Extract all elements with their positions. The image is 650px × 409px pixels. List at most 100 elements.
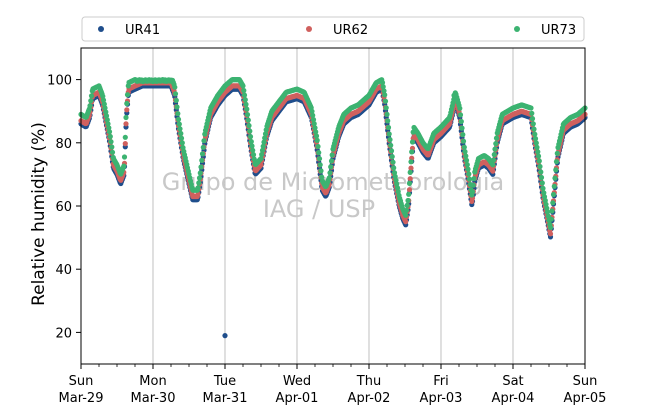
- x-tick-label-day: Tue: [213, 374, 236, 389]
- data-point: [314, 137, 320, 143]
- data-point: [466, 176, 473, 182]
- data-point: [459, 125, 465, 131]
- data-point: [493, 135, 500, 141]
- data-point: [310, 117, 317, 123]
- data-point: [460, 132, 466, 138]
- data-point: [490, 162, 496, 168]
- x-tick-label-date: Apr-03: [420, 391, 463, 406]
- data-point: [197, 170, 203, 176]
- outlier-point: [451, 92, 457, 98]
- data-point: [403, 212, 409, 218]
- data-point: [540, 185, 546, 191]
- data-point: [406, 180, 413, 186]
- data-point: [462, 149, 468, 155]
- legend-label-UR62: UR62: [333, 23, 368, 38]
- data-point: [124, 92, 131, 98]
- data-point: [550, 191, 557, 198]
- data-point: [315, 143, 321, 150]
- data-point: [531, 126, 537, 132]
- data-point: [101, 101, 107, 107]
- y-axis-label: Relative humidity (%): [29, 122, 49, 306]
- data-point: [102, 105, 108, 111]
- data-point: [389, 154, 395, 160]
- data-point: [403, 219, 409, 225]
- data-point: [316, 150, 322, 156]
- data-point: [243, 101, 249, 107]
- data-point: [88, 98, 94, 104]
- data-point: [533, 140, 539, 146]
- data-point: [382, 98, 389, 104]
- data-point: [466, 171, 472, 177]
- x-tick-label-date: Apr-01: [276, 391, 319, 406]
- data-point: [179, 140, 185, 146]
- data-point: [124, 107, 130, 113]
- data-point: [548, 216, 554, 222]
- data-point: [250, 147, 256, 153]
- x-tick-label-day: Sat: [502, 374, 523, 389]
- data-point: [465, 166, 471, 172]
- data-point: [311, 121, 317, 127]
- plot-area: [81, 48, 585, 364]
- data-point: [261, 139, 267, 145]
- x-tick-label-day: Sun: [69, 374, 94, 389]
- data-point: [529, 116, 536, 122]
- data-point: [407, 169, 413, 175]
- data-point: [313, 129, 319, 135]
- data-point: [121, 163, 127, 169]
- data-point: [543, 201, 549, 207]
- data-point: [107, 133, 113, 140]
- x-tick-label-day: Thu: [356, 374, 381, 389]
- data-point: [528, 105, 534, 111]
- data-point: [535, 153, 542, 159]
- y-tick-label: 60: [55, 200, 72, 215]
- data-point: [547, 231, 554, 237]
- data-point: [175, 111, 181, 117]
- data-point: [386, 131, 392, 137]
- data-point: [178, 130, 184, 137]
- data-point: [403, 207, 410, 213]
- data-point: [100, 93, 106, 99]
- data-point: [313, 133, 320, 139]
- data-point: [328, 158, 335, 164]
- data-point: [312, 125, 318, 131]
- data-point: [327, 170, 333, 176]
- data-point: [108, 139, 114, 145]
- data-point: [490, 157, 497, 163]
- data-point: [553, 159, 560, 165]
- x-tick-label-date: Apr-02: [348, 391, 391, 406]
- data-point: [491, 152, 497, 158]
- data-point: [106, 129, 113, 135]
- data-point: [178, 135, 185, 141]
- data-point: [553, 167, 559, 173]
- data-point: [380, 84, 386, 90]
- data-point: [123, 114, 129, 121]
- data-point: [457, 105, 463, 111]
- data-point: [532, 131, 538, 137]
- data-point: [544, 209, 551, 215]
- data-point: [240, 83, 246, 89]
- data-point: [538, 174, 545, 181]
- data-point: [406, 187, 413, 193]
- data-point: [106, 125, 112, 131]
- data-point: [463, 157, 470, 163]
- data-point: [408, 165, 414, 171]
- data-point: [259, 147, 266, 153]
- data-point: [105, 121, 111, 127]
- data-point: [318, 168, 324, 174]
- legend-marker-UR41: [98, 26, 104, 32]
- data-point: [177, 126, 183, 132]
- data-point: [404, 202, 410, 208]
- legend-label-UR73: UR73: [541, 23, 576, 38]
- data-point: [326, 175, 332, 181]
- data-point: [174, 104, 180, 110]
- data-point: [391, 165, 397, 171]
- legend-marker-UR62: [306, 26, 312, 32]
- outlier-point: [222, 333, 228, 339]
- data-point: [201, 138, 207, 144]
- x-tick-label-date: Apr-05: [564, 391, 607, 406]
- data-point: [529, 110, 535, 116]
- data-point: [550, 200, 556, 206]
- x-tick-label-day: Mon: [139, 374, 166, 389]
- legend: UR41 UR62 UR73: [81, 16, 585, 42]
- x-tick-label-day: Wed: [283, 374, 311, 389]
